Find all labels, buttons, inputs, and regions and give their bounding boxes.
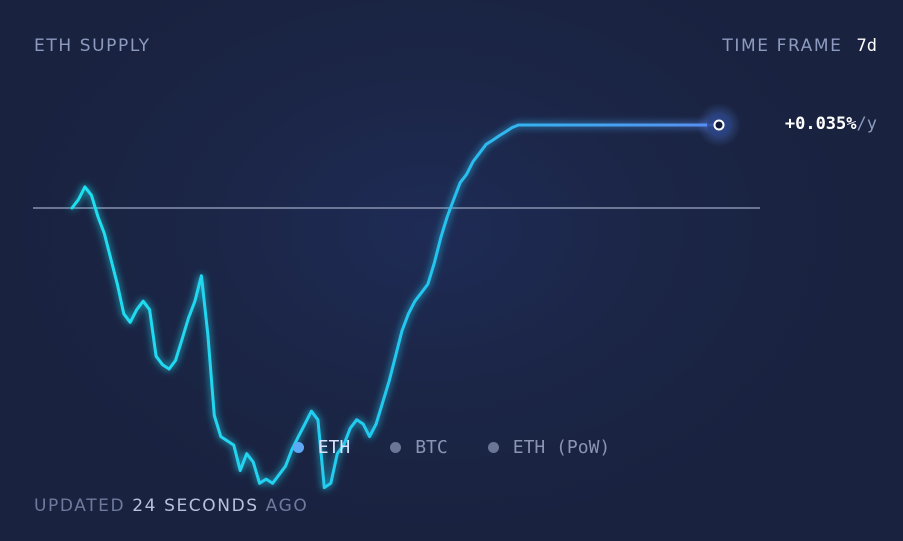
timeframe-selector[interactable]: TIME FRAME 7d — [722, 36, 877, 56]
legend-dot-icon — [292, 442, 304, 453]
updated-time: 24 SECONDS — [132, 496, 259, 516]
current-rate-label: +0.035% /y — [785, 114, 877, 134]
legend-label: BTC — [415, 437, 448, 458]
current-rate-unit: /y — [856, 114, 877, 134]
updated-prefix: UPDATED — [34, 496, 126, 516]
eth-series-line — [70, 123, 721, 490]
legend-item-eth-pow[interactable]: ETH (PoW) — [487, 437, 611, 458]
current-rate-value: +0.035% — [784, 114, 857, 134]
legend-dot-icon — [487, 442, 499, 453]
chart-title: ETH SUPPLY — [34, 36, 151, 56]
chart-legend: ETH BTC ETH (PoW) — [0, 437, 903, 458]
legend-dot-icon — [390, 442, 402, 453]
timeframe-label: TIME FRAME — [722, 36, 843, 56]
last-updated: UPDATED 24 SECONDS AGO — [34, 496, 308, 516]
timeframe-value[interactable]: 7d — [856, 36, 877, 56]
legend-item-eth[interactable]: ETH — [292, 437, 351, 458]
legend-label: ETH — [317, 437, 351, 458]
legend-label: ETH (PoW) — [512, 437, 611, 458]
legend-item-btc[interactable]: BTC — [390, 437, 448, 458]
updated-suffix: AGO — [265, 496, 309, 516]
current-point-marker — [713, 119, 725, 131]
